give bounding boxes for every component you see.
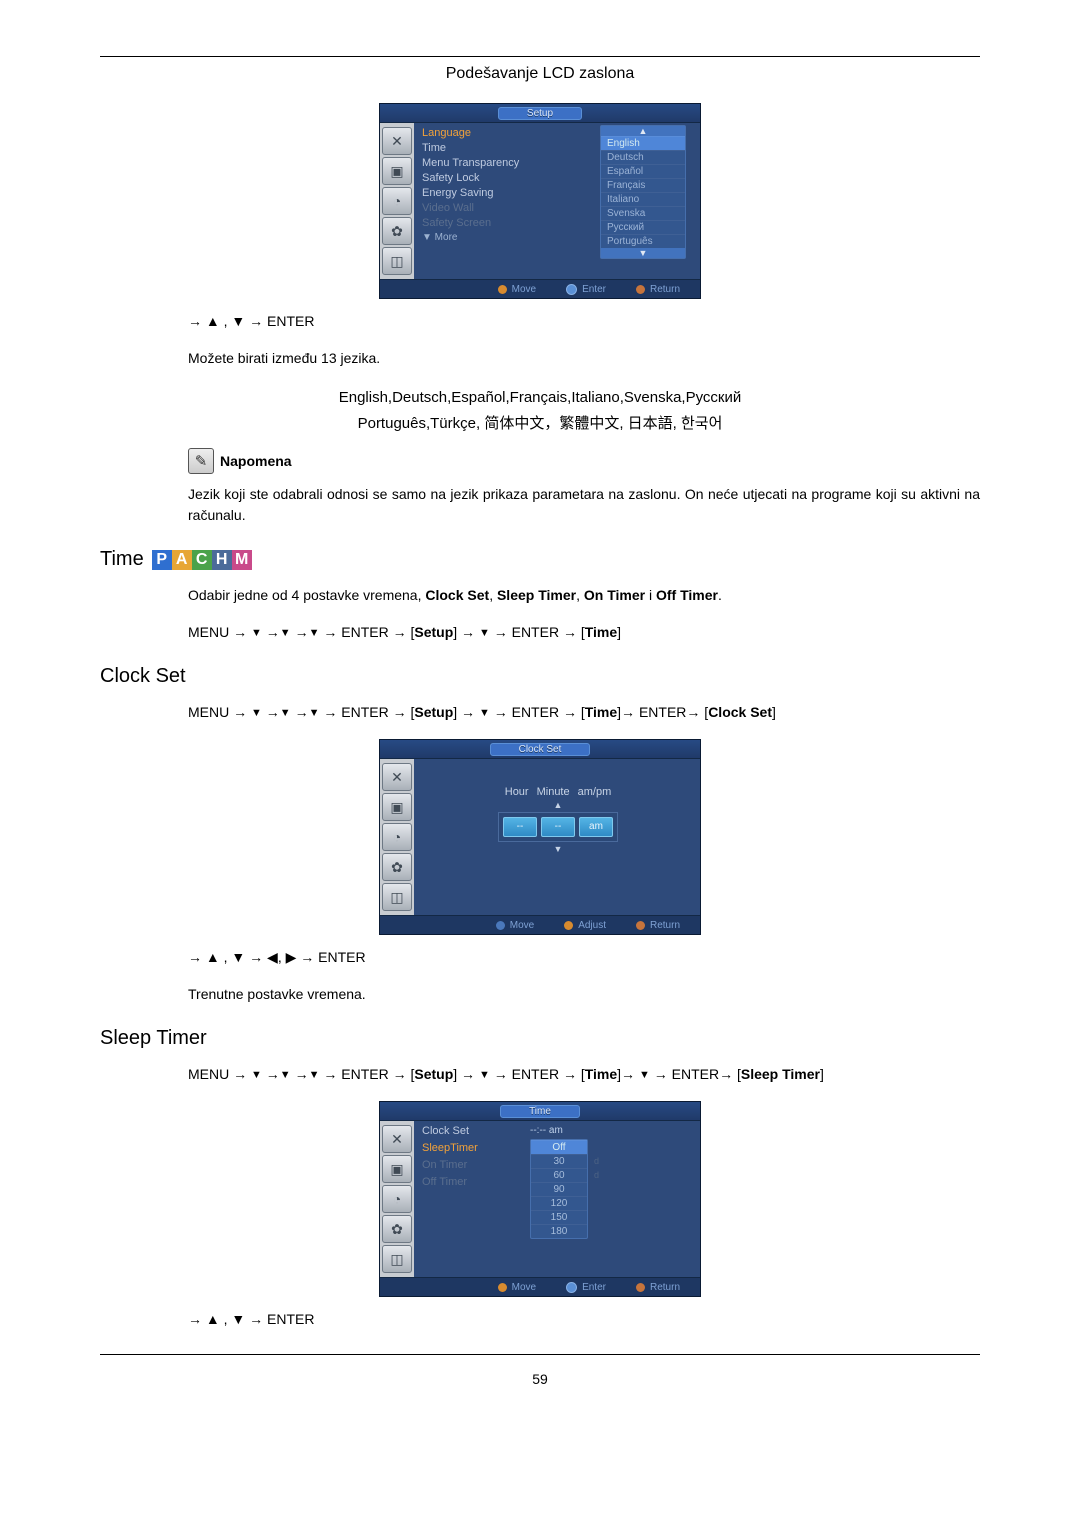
side-icon: ✕ (382, 127, 412, 155)
footer-return: Return (650, 920, 680, 931)
ampm-field[interactable]: am (579, 817, 613, 837)
side-icon: ◫ (382, 1245, 412, 1273)
return-icon (636, 285, 645, 294)
side-icon: ▣ (382, 157, 412, 185)
osd-footer: Move Adjust Return (380, 915, 700, 934)
time-osd: Time ✕ ▣ ◔ ✿ ◫ Clock Set SleepTimer On T… (379, 1101, 701, 1297)
side-icon: ✿ (382, 853, 412, 881)
clockset-enter: → ▲ , ▼ → ◀, ▶ → ENTER (188, 947, 980, 968)
lang-intro: Možete birati između 13 jezika. (188, 348, 980, 369)
dropdown-option[interactable]: Off (531, 1140, 587, 1154)
sleeptimer-nav: MENU → ▼ →▼ →▼ → ENTER → [Setup] → ▼ → E… (188, 1064, 980, 1085)
menu-item: On Timer (422, 1159, 522, 1171)
setup-osd: Setup ✕ ▣ ◔ ✿ ◫ Language Time Menu Trans… (379, 103, 701, 299)
dropdown-option[interactable]: Svenska (601, 206, 685, 220)
side-icon: ✿ (382, 217, 412, 245)
side-tag: d (594, 1170, 599, 1180)
dropdown-option[interactable]: Deutsch (601, 150, 685, 164)
osd-title: Time (500, 1105, 580, 1118)
clock-boxes[interactable]: -- -- am (498, 812, 618, 842)
clockset-nav: MENU → ▼ →▼ →▼ → ENTER → [Setup] → ▼ → E… (188, 702, 980, 723)
page-number: 59 (100, 1371, 980, 1387)
note-label: Napomena (220, 453, 292, 469)
dropdown-option[interactable]: Italiano (601, 192, 685, 206)
osd-title: Clock Set (490, 743, 591, 756)
dropdown-option[interactable]: 150 (531, 1210, 587, 1224)
osd-footer: Move Enter Return (380, 1277, 700, 1296)
dropdown-option[interactable]: Français (601, 178, 685, 192)
enter-icon (566, 1282, 577, 1293)
time-heading: Time P A C H M (100, 548, 980, 571)
note-text: Jezik koji ste odabrali odnosi se samo n… (188, 484, 980, 526)
language-dropdown[interactable]: ▲ English Deutsch Español Français Itali… (600, 125, 686, 259)
side-icon: ◔ (382, 823, 412, 851)
side-icon: ✿ (382, 1215, 412, 1243)
footer-adjust: Adjust (578, 920, 606, 931)
side-tag: d (594, 1156, 599, 1166)
sleeptimer-dropdown[interactable]: Off 30 60 90 120 150 180 d d (530, 1139, 588, 1239)
clock-col-labels: Hour Minute am/pm (505, 786, 612, 798)
dropdown-option[interactable]: 60 (531, 1168, 587, 1182)
move-icon (498, 285, 507, 294)
return-icon (636, 1283, 645, 1292)
side-icon: ◫ (382, 883, 412, 911)
page-title: Podešavanje LCD zaslona (100, 65, 980, 83)
side-icon: ◫ (382, 247, 412, 275)
dropdown-option[interactable]: 90 (531, 1182, 587, 1196)
arrow-down-icon[interactable]: ▼ (554, 845, 563, 853)
menu-item[interactable]: Clock Set (422, 1125, 522, 1137)
side-icon: ✕ (382, 763, 412, 791)
osd-side-icons: ✕ ▣ ◔ ✿ ◫ (380, 759, 414, 915)
dropdown-option[interactable]: Português (601, 234, 685, 248)
footer-enter: Enter (582, 1282, 606, 1293)
footer-move: Move (512, 1282, 536, 1293)
note-icon: ✎ (188, 448, 214, 474)
dropdown-option[interactable]: 120 (531, 1196, 587, 1210)
dropdown-option[interactable]: English (601, 136, 685, 150)
clockset-caption: Trenutne postavke vremena. (188, 984, 980, 1005)
time-intro: Odabir jedne od 4 postavke vremena, Cloc… (188, 585, 980, 606)
scroll-down-icon[interactable]: ▼ (601, 248, 685, 258)
time-nav: MENU → ▼ →▼ →▼ → ENTER → [Setup] → ▼ → E… (188, 622, 980, 643)
move-icon (498, 1283, 507, 1292)
hour-field[interactable]: -- (503, 817, 537, 837)
side-icon: ◔ (382, 1185, 412, 1213)
arrow-up-icon[interactable]: ▲ (554, 801, 563, 809)
time-menu-list: Clock Set SleepTimer On Timer Off Timer (422, 1125, 522, 1239)
dropdown-option[interactable]: 30 (531, 1154, 587, 1168)
side-icon: ✕ (382, 1125, 412, 1153)
side-icon: ▣ (382, 1155, 412, 1183)
dropdown-option[interactable]: 180 (531, 1224, 587, 1238)
sleeptimer-enter: → ▲ , ▼ → ENTER (188, 1309, 980, 1330)
clockset-osd: Clock Set ✕ ▣ ◔ ✿ ◫ Hour Minute am/pm (379, 739, 701, 935)
scroll-up-icon[interactable]: ▲ (601, 126, 685, 136)
osd-footer: Move Enter Return (380, 279, 700, 298)
footer-return: Return (650, 1282, 680, 1293)
clock-value: --:-- am (530, 1125, 694, 1136)
menu-item: Off Timer (422, 1176, 522, 1188)
enter-icon (566, 284, 577, 295)
minute-field[interactable]: -- (541, 817, 575, 837)
return-icon (636, 921, 645, 930)
footer-enter: Enter (582, 284, 606, 295)
side-icon: ▣ (382, 793, 412, 821)
pachm-badge: P A C H M (152, 550, 252, 570)
nav-instruction: → ▲ , ▼ → ENTER (188, 311, 980, 332)
footer-move: Move (512, 284, 536, 295)
osd-side-icons: ✕ ▣ ◔ ✿ ◫ (380, 1121, 414, 1277)
language-list: English,Deutsch,Español,Français,Italian… (100, 385, 980, 436)
dropdown-option[interactable]: Русский (601, 220, 685, 234)
osd-title: Setup (498, 107, 582, 120)
footer-move: Move (510, 920, 534, 931)
adjust-icon (564, 921, 573, 930)
clockset-heading: Clock Set (100, 665, 980, 688)
osd-side-icons: ✕ ▣ ◔ ✿ ◫ (380, 123, 414, 279)
footer-return: Return (650, 284, 680, 295)
menu-item[interactable]: SleepTimer (422, 1142, 522, 1154)
move-icon (496, 921, 505, 930)
side-icon: ◔ (382, 187, 412, 215)
sleeptimer-heading: Sleep Timer (100, 1027, 980, 1050)
dropdown-option[interactable]: Español (601, 164, 685, 178)
